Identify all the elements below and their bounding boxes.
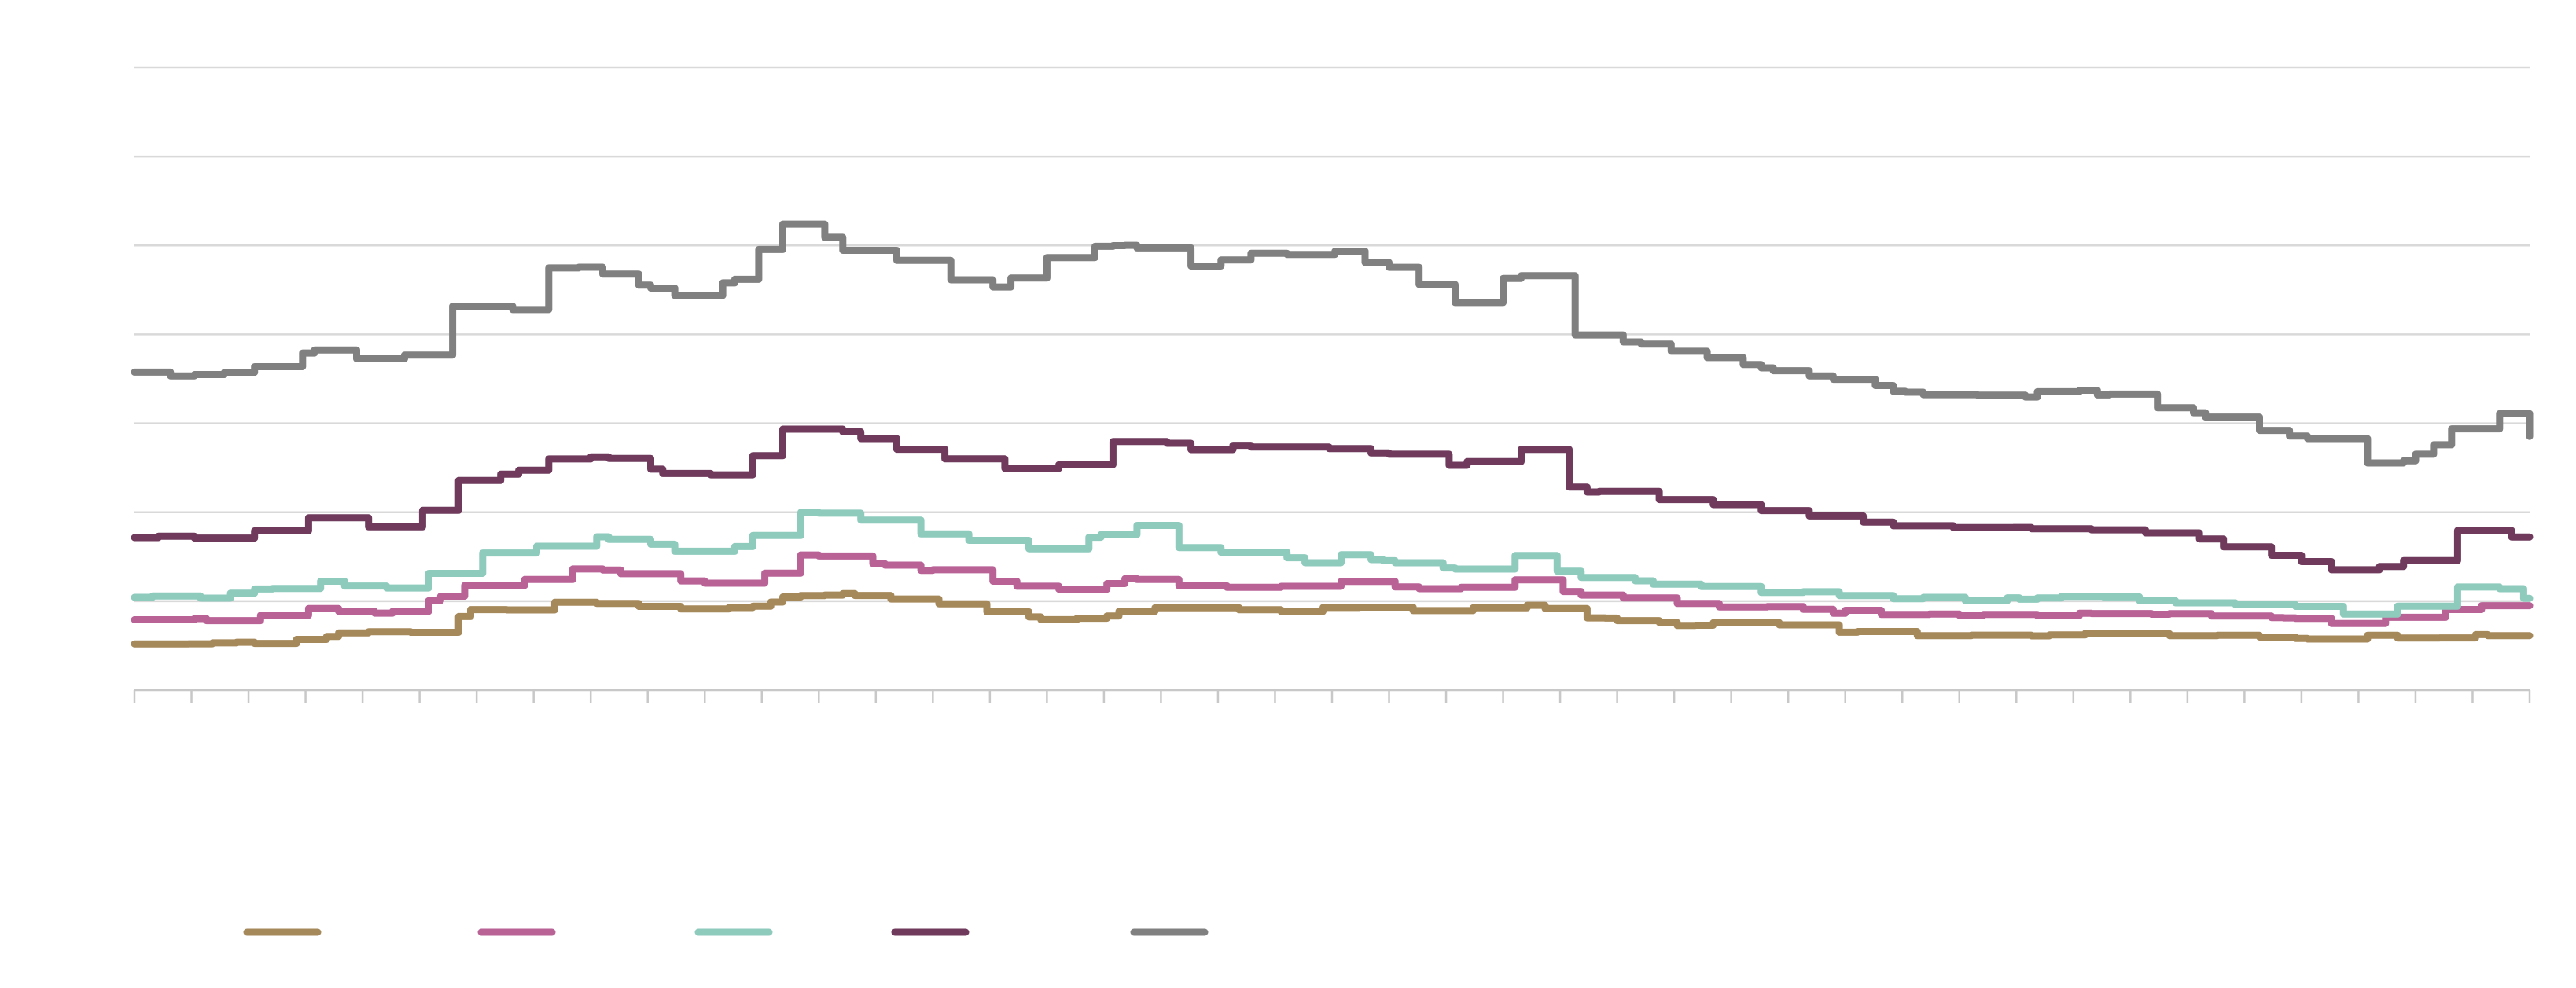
series-lines [131, 220, 2534, 648]
series-line-2 [131, 551, 2534, 627]
gridlines [134, 66, 2530, 603]
x-axis [133, 689, 2531, 703]
series-line-3 [131, 509, 2534, 618]
series-line-5 [131, 220, 2534, 467]
series-line-4 [131, 425, 2534, 574]
series-line-1 [131, 589, 2534, 648]
